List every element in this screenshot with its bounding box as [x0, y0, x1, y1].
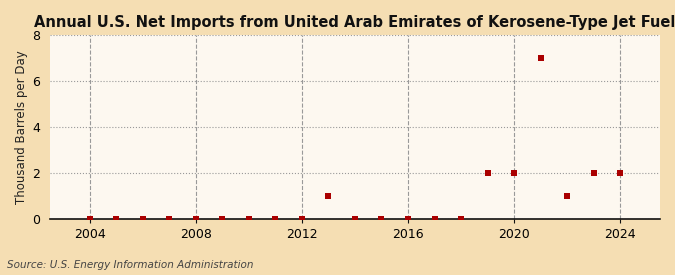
- Point: [137, 216, 148, 221]
- Point: [589, 171, 599, 175]
- Y-axis label: Thousand Barrels per Day: Thousand Barrels per Day: [15, 50, 28, 204]
- Point: [482, 171, 493, 175]
- Point: [323, 194, 334, 198]
- Point: [190, 216, 201, 221]
- Point: [535, 56, 546, 60]
- Point: [402, 216, 413, 221]
- Point: [111, 216, 122, 221]
- Point: [562, 194, 572, 198]
- Point: [429, 216, 440, 221]
- Point: [244, 216, 254, 221]
- Point: [456, 216, 466, 221]
- Point: [615, 171, 626, 175]
- Point: [350, 216, 360, 221]
- Point: [296, 216, 307, 221]
- Text: Source: U.S. Energy Information Administration: Source: U.S. Energy Information Administ…: [7, 260, 253, 270]
- Point: [270, 216, 281, 221]
- Title: Annual U.S. Net Imports from United Arab Emirates of Kerosene-Type Jet Fuel: Annual U.S. Net Imports from United Arab…: [34, 15, 675, 30]
- Point: [217, 216, 227, 221]
- Point: [164, 216, 175, 221]
- Point: [84, 216, 95, 221]
- Point: [376, 216, 387, 221]
- Point: [509, 171, 520, 175]
